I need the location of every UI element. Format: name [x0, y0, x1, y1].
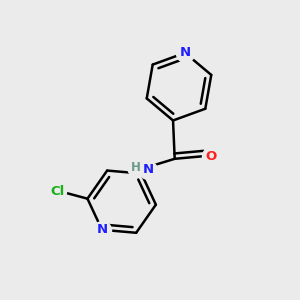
Text: H: H: [131, 160, 141, 174]
Text: N: N: [96, 223, 107, 236]
Text: N: N: [179, 46, 191, 59]
Text: O: O: [206, 150, 217, 163]
Text: N: N: [142, 163, 154, 176]
Text: Cl: Cl: [50, 184, 64, 197]
